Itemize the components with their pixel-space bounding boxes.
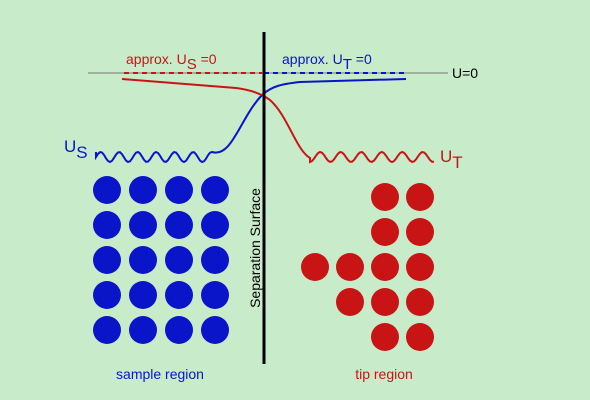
approx-sample-label: approx. US =0: [126, 51, 217, 73]
separation-surface-label: Separation Surface: [247, 188, 263, 308]
sample-atom: [165, 211, 193, 239]
tip-atom: [301, 253, 329, 281]
sample-atom: [201, 316, 229, 344]
sample-atom: [93, 281, 121, 309]
tip-potential-label: UT: [440, 147, 463, 172]
tip-atom: [406, 288, 434, 316]
sample-potential-curve: [95, 78, 407, 164]
tip-atom: [371, 253, 399, 281]
sample-region-label: sample region: [116, 366, 204, 382]
sample-potential-label: US: [64, 137, 88, 162]
tip-atom: [371, 323, 399, 351]
tip-atom: [406, 183, 434, 211]
tip-atom: [371, 288, 399, 316]
sample-atom: [93, 316, 121, 344]
sample-atom: [93, 246, 121, 274]
tip-atom: [406, 218, 434, 246]
sample-atom: [129, 211, 157, 239]
sample-atom: [201, 176, 229, 204]
tip-atom: [406, 323, 434, 351]
tip-atom: [371, 218, 399, 246]
sample-atom: [129, 246, 157, 274]
sample-atom: [165, 316, 193, 344]
sample-atom: [165, 281, 193, 309]
sample-atom: [129, 316, 157, 344]
sample-atom-lattice: [93, 176, 229, 344]
tip-atom: [336, 253, 364, 281]
tip-atom: [406, 253, 434, 281]
sample-atom: [165, 176, 193, 204]
tip-atom: [371, 183, 399, 211]
sample-atom: [201, 281, 229, 309]
tip-atom-cluster: [301, 183, 434, 351]
approx-tip-label: approx. UT =0: [282, 51, 372, 73]
zero-label: U=0: [452, 65, 478, 81]
tip-region-label: tip region: [355, 366, 413, 382]
sample-atom: [201, 211, 229, 239]
sample-atom: [129, 281, 157, 309]
sample-atom: [93, 211, 121, 239]
sample-atom: [165, 246, 193, 274]
tip-atom: [336, 288, 364, 316]
sample-atom: [201, 246, 229, 274]
tip-potential-curve: [121, 78, 434, 164]
sample-atom: [93, 176, 121, 204]
sample-atom: [129, 176, 157, 204]
